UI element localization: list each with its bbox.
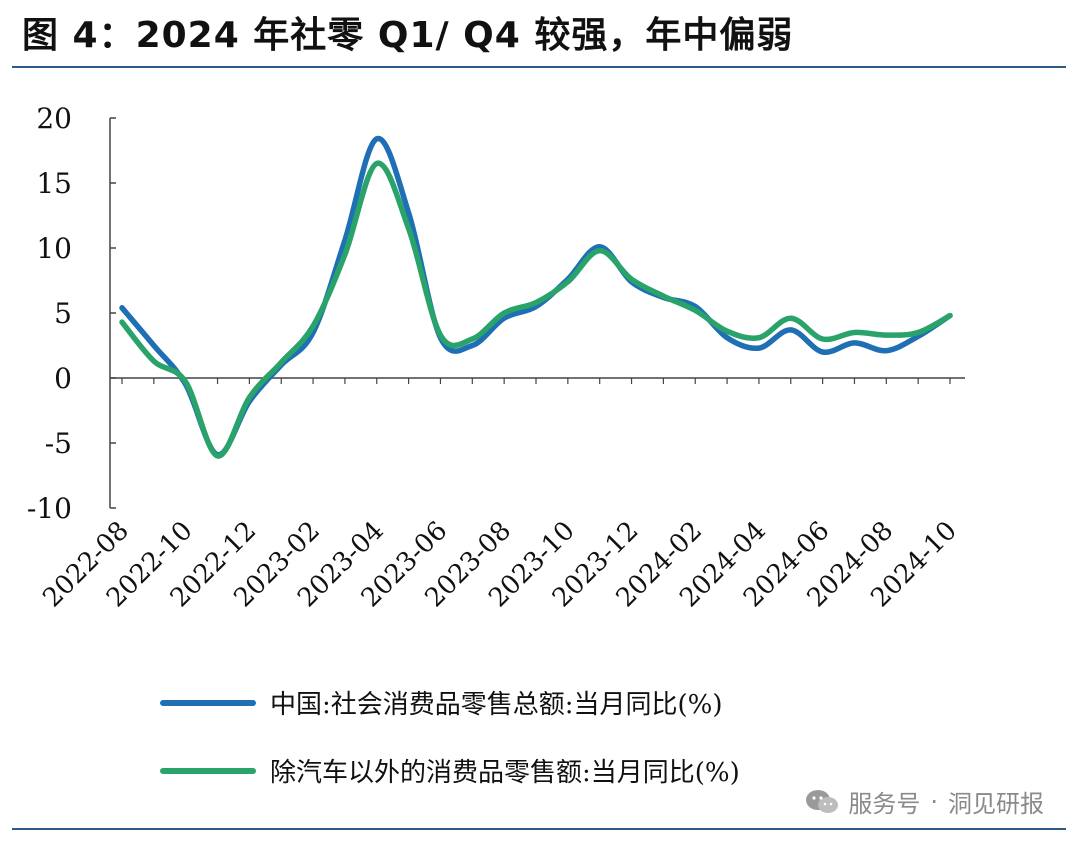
legend-item-ex-auto: 除汽车以外的消费品零售额:当月同比(%) — [160, 752, 740, 789]
watermark-left: 服务号 — [848, 790, 921, 818]
legend-label-ex-auto: 除汽车以外的消费品零售额:当月同比(%) — [270, 758, 740, 788]
legend-label-total: 中国:社会消费品零售总额:当月同比(%) — [270, 690, 723, 720]
line-chart: 20151050-5-102022-082022-102022-122023-0… — [27, 102, 965, 613]
y-tick-label: -10 — [27, 492, 72, 525]
watermark-right: 洞见研报 — [948, 790, 1044, 818]
bottom-rule — [12, 828, 1066, 830]
legend-item-total: 中国:社会消费品零售总额:当月同比(%) — [160, 684, 723, 721]
watermark: 服务号 · 洞见研报 — [804, 784, 1044, 819]
chart-lines — [119, 136, 953, 459]
y-tick-label: 20 — [36, 102, 72, 135]
y-tick-label: 15 — [36, 167, 72, 200]
watermark-sep: · — [930, 787, 938, 816]
y-tick-label: 10 — [36, 232, 72, 265]
page-title: 图 4：2024 年社零 Q1/ Q4 较强，年中偏弱 — [22, 15, 794, 56]
legend-swatch-ex-auto — [160, 767, 256, 774]
y-tick-label: 0 — [54, 362, 72, 395]
series-line-ex-auto — [119, 160, 953, 459]
wechat-icon — [806, 789, 839, 813]
top-rule — [12, 66, 1066, 68]
y-tick-label: 5 — [54, 297, 72, 330]
y-tick-label: -5 — [45, 427, 72, 460]
legend-swatch-total — [160, 699, 256, 706]
